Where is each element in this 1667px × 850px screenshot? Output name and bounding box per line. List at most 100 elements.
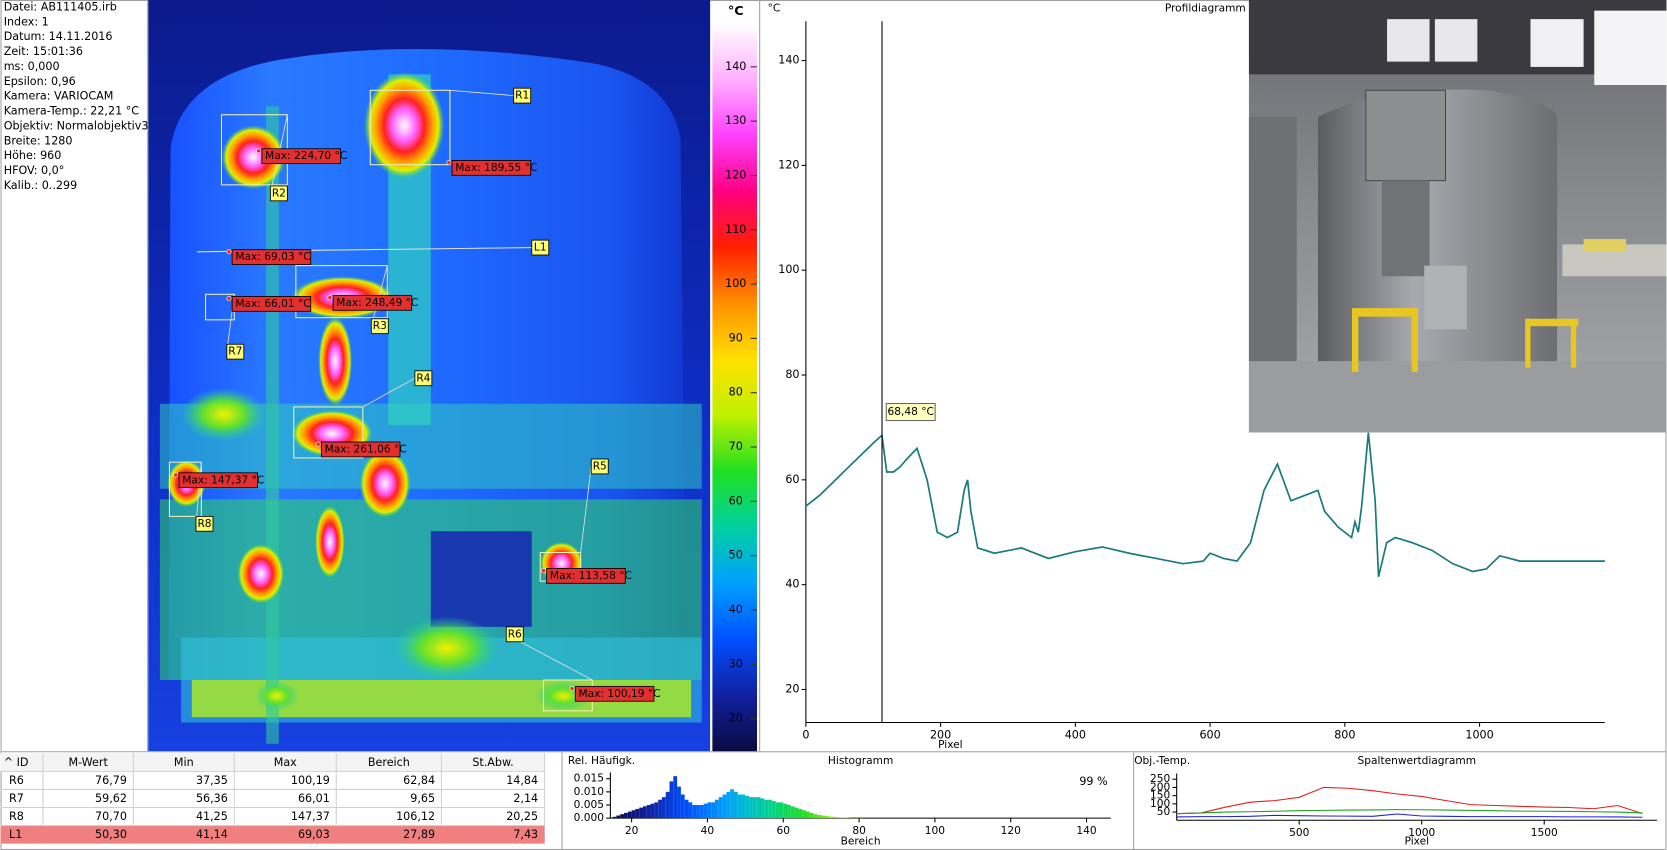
roi-leader [449, 89, 514, 97]
roi-label-box [513, 87, 532, 104]
max-label-box [231, 249, 312, 265]
data-line [1176, 813, 1643, 818]
roi-label: R1 [515, 89, 529, 102]
color-bar-tick-label: 100 [725, 277, 746, 290]
thermal-image [148, 0, 711, 752]
histogram-bar [768, 799, 772, 819]
max-label: Max: 100,19 °C [579, 687, 661, 700]
info-line: Kamera-Temp.: 22,21 °C [4, 105, 140, 118]
histogram-bar [620, 814, 625, 819]
roi-label-box [370, 318, 389, 335]
table-cell: 20,25 [506, 810, 538, 823]
max-label: Max: 189,55 °C [455, 161, 537, 174]
color-bar-tick-label: 40 [729, 603, 743, 616]
max-point [226, 249, 232, 255]
histogram-bar [756, 797, 761, 819]
table-header: Bereich [368, 756, 410, 769]
x-tick-label: 100 [925, 824, 946, 837]
roi-box [168, 461, 202, 517]
histogram-bar [840, 817, 844, 819]
max-label: Max: 69,03 °C [235, 250, 310, 263]
histogram-bar [832, 816, 837, 819]
info-line: Datum: 14.11.2016 [4, 30, 113, 43]
table-cell: R6 [9, 774, 24, 787]
info-line: Index: 1 [4, 15, 49, 28]
histogram-bar [730, 789, 734, 819]
color-bar-unit: °C [728, 4, 744, 19]
y-tick-label: 0.005 [574, 798, 604, 811]
histogram-bar [616, 815, 621, 819]
table-cell: 106,12 [396, 810, 435, 823]
histogram-bar [646, 804, 651, 819]
roi-label: R3 [373, 319, 387, 332]
color-bar-tick-label: 80 [729, 386, 743, 399]
histogram-bar [673, 776, 678, 819]
table-header: ^ ID [4, 756, 29, 769]
histogram-bar [771, 801, 776, 819]
table-cell: 9,65 [410, 792, 435, 805]
histogram-bar [650, 803, 655, 819]
histogram-bar [836, 817, 841, 819]
roi-label-box [590, 458, 609, 475]
color-bar-gradient [712, 23, 757, 752]
thermal-annotations: R1 Max: 189,55 °C R2 Max: 224,70 °C L1 Max: 6… [168, 87, 661, 712]
max-label: Max: 66,01 °C [235, 297, 310, 310]
roi-label: R2 [272, 186, 286, 199]
max-label-box [574, 685, 655, 702]
roi-leader [362, 377, 416, 408]
histogram-bar [828, 816, 833, 819]
histogram-bar [715, 799, 719, 819]
x-tick-label: 1500 [1531, 826, 1558, 839]
roi-label-box [226, 343, 245, 360]
color-bar-tick-label: 70 [729, 440, 743, 453]
roi-box [295, 265, 388, 319]
y-tick-label: 100 [1150, 797, 1171, 810]
max-label-box [178, 472, 259, 489]
max-point [569, 686, 575, 691]
chart-title: Spaltenwertdiagramm [1358, 754, 1477, 767]
color-bar-tick-label: 140 [725, 60, 746, 73]
y-axis-label: Obj.-Temp. [1134, 754, 1190, 767]
table-header: Min [174, 756, 194, 769]
y-tick-label: 20 [785, 682, 799, 695]
histogram-bar [775, 802, 780, 819]
roi-label: L1 [534, 241, 547, 254]
info-line: Höhe: 960 [4, 149, 62, 162]
histogram-bar [813, 814, 818, 819]
histogram-bar [726, 791, 731, 819]
y-tick-label: 250 [1150, 772, 1171, 785]
color-bar-tick-label: 110 [725, 223, 746, 236]
table-cell: R8 [9, 810, 24, 823]
max-point [173, 472, 179, 478]
x-tick-label: 800 [1334, 728, 1355, 741]
histogram-bar [669, 781, 674, 819]
cursor-value-label: 68,48 °C [887, 405, 933, 418]
histogram-bar [794, 807, 799, 819]
info-line: Kalib.: 0..299 [4, 179, 77, 192]
color-bar-tick-label: 50 [729, 549, 743, 562]
table-cell: 69,03 [298, 828, 330, 841]
table-cell: R7 [9, 792, 24, 805]
x-tick-label: 500 [1289, 826, 1309, 839]
histogram-bar [699, 804, 704, 819]
roi-label: R8 [197, 517, 211, 530]
roi-label-box [195, 515, 214, 532]
data-line [805, 432, 1605, 578]
histogram-bar [737, 794, 742, 819]
histogram-bar [665, 791, 670, 819]
max-point [226, 296, 232, 302]
roi-box [293, 406, 364, 459]
max-label: Max: 147,37 °C [182, 473, 264, 486]
x-axis-label: Pixel [938, 738, 963, 751]
histogram-bar [787, 804, 791, 819]
histogram-bar [684, 799, 689, 819]
max-label-box [451, 160, 532, 176]
table-header-bg [0, 753, 545, 772]
info-line: HFOV: 0,0° [4, 164, 65, 177]
y-tick-label: 0.015 [574, 772, 604, 785]
info-panel: Datei: AB111405.irb Index: 1 Datum: 14.11.… [4, 0, 156, 191]
roi-label: R6 [508, 627, 522, 640]
y-tick-label: 100 [778, 263, 799, 276]
histogram-bar [654, 802, 659, 819]
max-label: Max: 248,49 °C [336, 296, 418, 309]
